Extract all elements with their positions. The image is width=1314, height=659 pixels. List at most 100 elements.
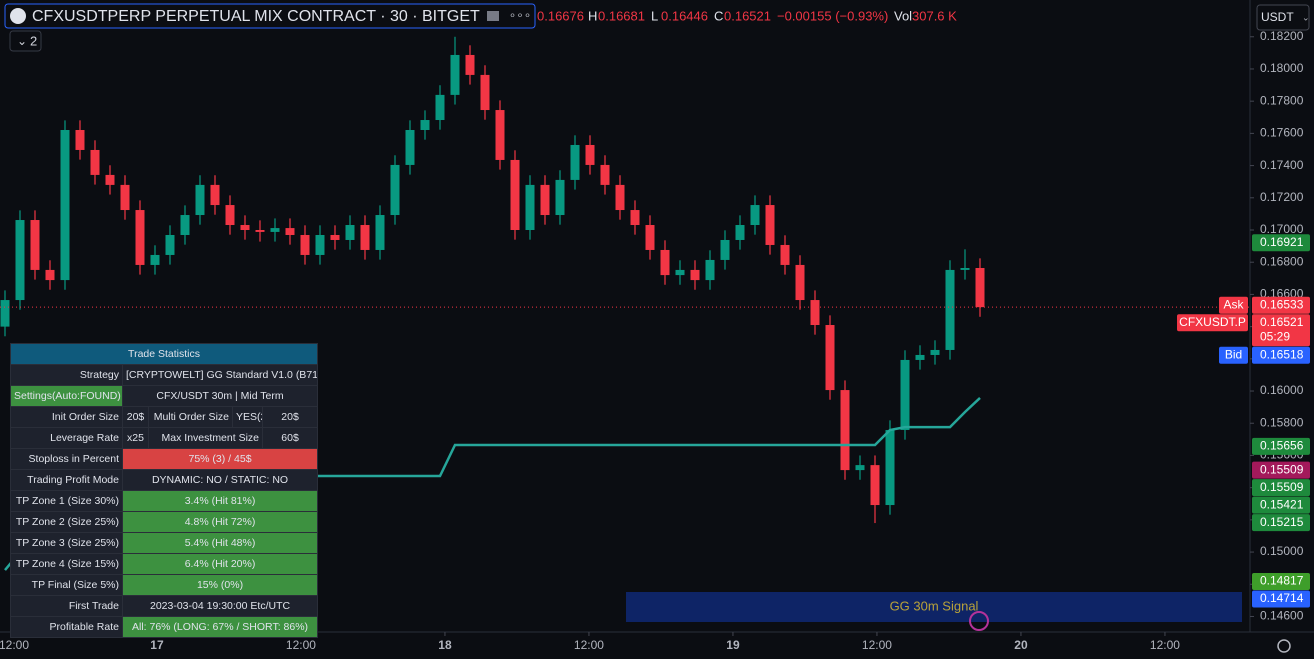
candle-body [255,230,265,232]
candle-body [15,220,25,301]
y-tick-label: 0.17400 [1260,158,1304,172]
table-cell: Trade Statistics [9,343,319,365]
price-tag: Ask [1223,297,1244,311]
candle-body [705,259,715,281]
ohlc-label: L [651,8,658,23]
open-value: 0.16676 [537,8,584,23]
y-tick-label: 0.15000 [1260,544,1304,558]
candle-body [465,54,475,75]
candle-body [135,210,145,265]
candle-body [210,184,220,206]
candle-body [855,465,865,471]
table-cell: 20$ [122,406,149,428]
candle-body [975,268,985,308]
x-tick-label: 19 [726,638,740,652]
candle-body [45,269,55,281]
table-cell: TP Zone 1 (Size 30%) [10,490,123,512]
symbol-title: CFXUSDTPERP PERPETUAL MIX CONTRACT · 30 … [32,8,480,25]
candle-body [195,184,205,216]
candle-body [435,94,445,121]
candle-body [750,205,760,226]
table-row: TP Final (Size 5%) 15% (0%) [10,574,319,596]
candle-body [75,130,85,150]
table-row: First Trade 2023-03-04 19:30:00 Etc/UTC [10,595,319,617]
flag-icon[interactable] [487,11,499,21]
y-tick-label: 0.16800 [1260,254,1304,268]
indicator-toggle[interactable] [9,30,42,52]
y-tick-label: 0.17000 [1260,222,1304,236]
price-label: 0.16533 [1260,297,1304,311]
price-label-box [1252,296,1310,314]
price-label: 0.15509 [1260,480,1304,494]
currency-button[interactable] [1256,4,1310,31]
candle-body [510,159,520,230]
price-tag: CFXUSDT.P [1179,315,1246,329]
signal-box [626,592,1242,622]
candle-body [690,269,700,281]
table-cell: 75% (3) / 45$ [121,448,319,470]
caret: ⌄ [1302,12,1310,22]
table-row: Stoploss in Percent 75% (3) / 45$ [10,448,319,470]
more-icon[interactable]: ∘∘∘ [509,8,532,22]
candle-body [360,225,370,250]
table-cell: YES(2) [232,406,263,428]
plot [0,36,1250,571]
currency: USDT [1261,10,1294,24]
indicator-count: 2 [30,33,37,48]
candle-body [450,54,460,95]
candle-body [810,300,820,326]
candle-body [375,215,385,250]
candle-body [0,300,10,327]
y-tick-label: 0.16000 [1260,383,1304,397]
table-row: Trading Profit Mode DYNAMIC: NO / STATIC:… [10,469,319,491]
y-tick-label: 0.18200 [1260,29,1304,43]
candle-body [60,130,70,281]
table-cell: Init Order Size [10,406,123,428]
settings-icon[interactable] [1277,639,1291,653]
x-tick-label: 12:00 [1150,638,1180,652]
table-cell: Multi Order Size [148,406,233,428]
candle-body [105,174,115,185]
table-cell: DYNAMIC: NO / STATIC: NO [121,469,319,491]
price-label: 0.16518 [1260,347,1304,361]
candle-body [330,234,340,240]
candle-body [570,144,580,180]
y-tick-label: 0.15800 [1260,415,1304,429]
y-tick-label: 0.18000 [1260,61,1304,75]
price-label-box [1252,461,1310,479]
price-label-box [1252,514,1310,532]
table-cell: First Trade [10,595,123,617]
signal-icon[interactable] [969,611,989,631]
trade-statistics-table: Trade Statistics Strategy [CRYPTOWELT] GG … [9,343,319,638]
candle-body [585,144,595,165]
table-row: TP Zone 4 (Size 15%) 6.4% (Hit 20%) [10,553,319,575]
candle-body [765,205,775,245]
price-label: 0.16921 [1260,235,1304,249]
candle-body [660,249,670,276]
price-label-box [1252,437,1310,455]
y-tick-label: 0.14600 [1260,609,1304,623]
ohlc-label: H [588,8,597,23]
candle-body [915,354,925,360]
table-cell: CFX/USDT 30m | Mid Term [121,385,319,407]
ohlc-value: 0.16681 [598,8,645,23]
price-label: 0.14817 [1260,574,1304,588]
table-row: Trade Statistics [9,343,319,365]
volume: 307.6 K [912,8,957,23]
candle-body [735,225,745,240]
candle-body [165,234,175,255]
table-cell: Max Investment Size [148,427,263,449]
ohlc-legend: H 0.16681 L 0.16446 C 0.16521 [588,8,771,23]
candle-body [825,325,835,391]
table-cell: 60$ [261,427,319,449]
price-label-box [1252,234,1310,252]
y-tick-label: 0.17800 [1260,93,1304,107]
table-cell: TP Zone 2 (Size 25%) [10,511,123,533]
price-label: 0.15656 [1260,439,1304,453]
table-cell: 4.8% (Hit 72%) [121,511,319,533]
symbol-box[interactable] [4,3,536,29]
x-tick-label: 12:00 [0,638,29,652]
candle-body [390,164,400,216]
candle-body [840,390,850,471]
candle-body [240,225,250,230]
